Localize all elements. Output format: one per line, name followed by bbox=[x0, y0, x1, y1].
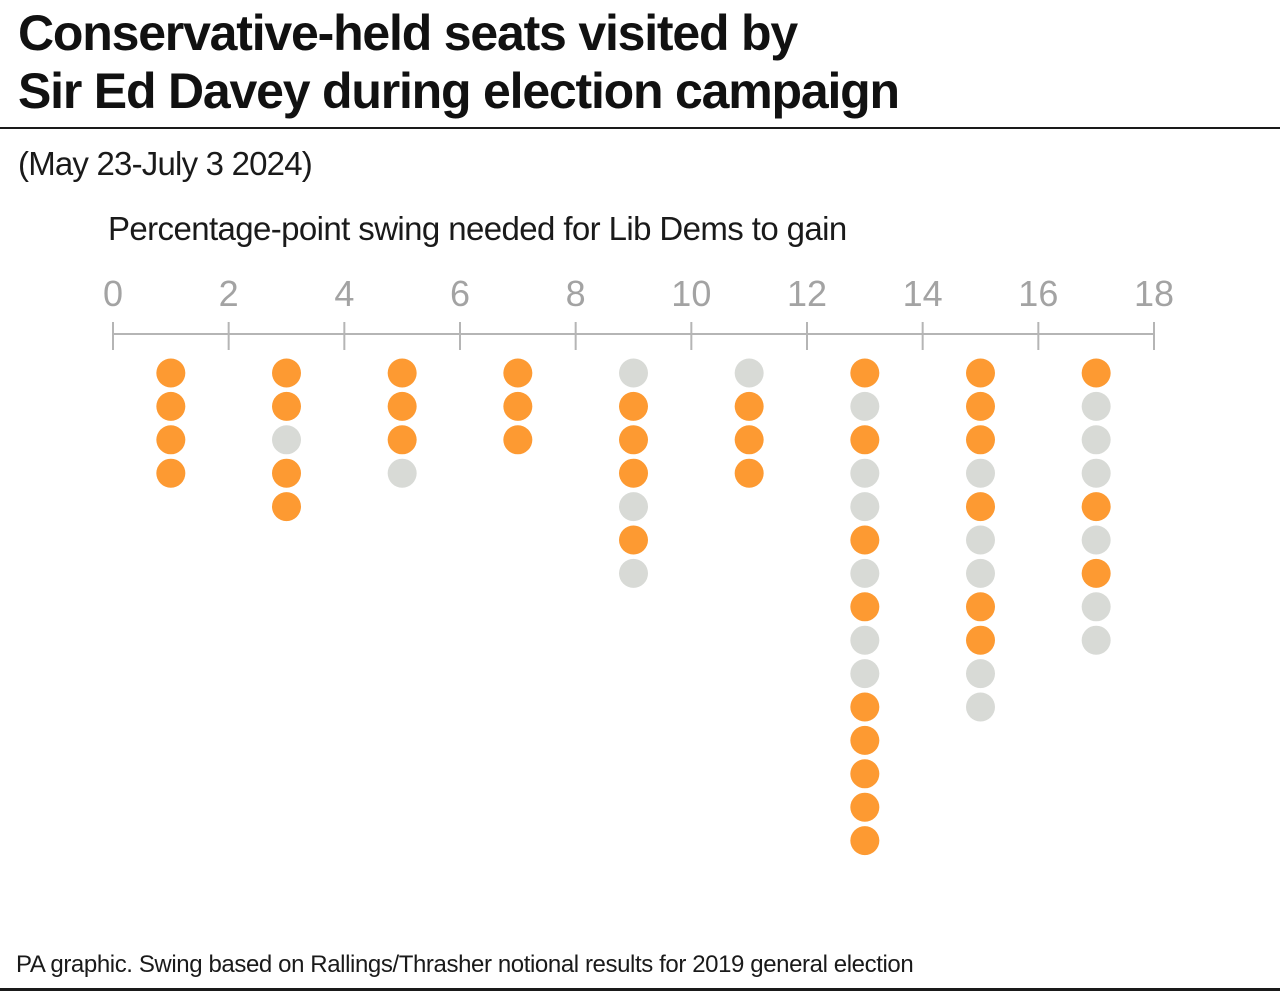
seat-dot-orange bbox=[850, 425, 880, 455]
seat-dot-grey bbox=[619, 492, 648, 522]
seat-dot-grey bbox=[966, 692, 995, 722]
seat-dot-orange bbox=[734, 425, 764, 455]
seat-dot-orange bbox=[1081, 558, 1111, 588]
seat-dot-grey bbox=[272, 425, 301, 455]
seat-dot-orange bbox=[734, 458, 764, 488]
seat-dot-orange bbox=[156, 391, 186, 421]
x-axis: 0 2 4 6 8 10 12 14 16 18 bbox=[103, 273, 1174, 350]
x-axis-title: Percentage-point swing needed for Lib De… bbox=[108, 210, 847, 247]
seat-dot-grey bbox=[966, 558, 995, 588]
x-tick-label: 18 bbox=[1134, 273, 1174, 314]
seat-dot-grey bbox=[734, 358, 764, 388]
seat-dot-grey bbox=[387, 458, 417, 488]
seat-dot-orange bbox=[156, 358, 186, 388]
seat-dot-orange bbox=[503, 391, 533, 421]
seat-dot-orange bbox=[272, 391, 301, 421]
seat-dot-orange bbox=[966, 592, 995, 622]
seat-dot-orange bbox=[503, 425, 533, 455]
seat-dot-orange bbox=[1081, 358, 1111, 388]
seat-dot-orange bbox=[387, 425, 417, 455]
seat-dot-orange bbox=[156, 425, 186, 455]
dot-column bbox=[387, 358, 417, 488]
dot-columns bbox=[156, 358, 1111, 856]
seat-dot-orange bbox=[272, 492, 301, 522]
seat-dot-grey bbox=[1081, 592, 1111, 622]
seat-dot-orange bbox=[850, 525, 880, 555]
seat-dot-grey bbox=[1081, 425, 1111, 455]
x-tick-label: 12 bbox=[787, 273, 827, 314]
x-tick-label: 0 bbox=[103, 273, 123, 314]
x-tick-label: 16 bbox=[1018, 273, 1058, 314]
seat-dot-orange bbox=[850, 792, 880, 822]
dot-column bbox=[503, 358, 533, 455]
chart-title: Conservative-held seats visited by Sir E… bbox=[18, 4, 900, 120]
dot-column bbox=[850, 358, 880, 856]
seat-dot-grey bbox=[1081, 625, 1111, 655]
seat-dot-orange bbox=[272, 358, 301, 388]
seat-dot-orange bbox=[850, 692, 880, 722]
seat-dot-grey bbox=[850, 625, 880, 655]
x-tick-label: 4 bbox=[334, 273, 354, 314]
seat-dot-grey bbox=[850, 458, 880, 488]
dot-column bbox=[156, 358, 186, 488]
seat-dot-orange bbox=[850, 725, 880, 755]
seat-dot-grey bbox=[619, 358, 648, 388]
seat-dot-grey bbox=[966, 525, 995, 555]
seat-dot-grey bbox=[966, 659, 995, 689]
seat-dot-orange bbox=[272, 458, 301, 488]
seat-dot-grey bbox=[966, 458, 995, 488]
seat-dot-grey bbox=[1081, 391, 1111, 421]
x-tick-label: 14 bbox=[903, 273, 943, 314]
dot-column bbox=[1081, 358, 1111, 655]
chart-subtitle: (May 23-July 3 2024) bbox=[18, 145, 313, 182]
footer-divider bbox=[0, 988, 1280, 991]
chart-title-line-2: Sir Ed Davey during election campaign bbox=[18, 63, 900, 119]
dot-column bbox=[966, 358, 995, 722]
seat-dot-orange bbox=[503, 358, 533, 388]
seat-dot-orange bbox=[619, 391, 648, 421]
seat-dot-orange bbox=[966, 391, 995, 421]
seat-dot-orange bbox=[619, 458, 648, 488]
seat-dot-grey bbox=[1081, 458, 1111, 488]
x-tick-label: 10 bbox=[671, 273, 711, 314]
seat-dot-orange bbox=[734, 391, 764, 421]
seat-dot-orange bbox=[966, 358, 995, 388]
seat-dot-orange bbox=[850, 759, 880, 789]
x-tick-label: 6 bbox=[450, 273, 470, 314]
dot-column bbox=[619, 358, 648, 588]
seat-dot-orange bbox=[387, 391, 417, 421]
seat-dot-grey bbox=[850, 492, 880, 522]
seat-dot-grey bbox=[850, 659, 880, 689]
seat-dot-orange bbox=[619, 525, 648, 555]
seat-dot-orange bbox=[387, 358, 417, 388]
source-note: PA graphic. Swing based on Rallings/Thra… bbox=[16, 951, 914, 978]
dot-column bbox=[734, 358, 764, 488]
seat-dot-grey bbox=[850, 558, 880, 588]
seat-dot-orange bbox=[850, 358, 880, 388]
seat-dot-grey bbox=[619, 558, 648, 588]
seat-dot-orange bbox=[966, 425, 995, 455]
seat-dot-orange bbox=[156, 458, 186, 488]
dot-column bbox=[272, 358, 301, 522]
seat-dot-orange bbox=[850, 592, 880, 622]
seat-dot-orange bbox=[1081, 492, 1111, 522]
seat-dot-orange bbox=[966, 625, 995, 655]
seat-dot-orange bbox=[619, 425, 648, 455]
x-tick-label: 8 bbox=[566, 273, 586, 314]
seat-dot-orange bbox=[850, 826, 880, 856]
seat-dot-grey bbox=[850, 391, 880, 421]
x-tick-label: 2 bbox=[219, 273, 239, 314]
chart-title-line-1: Conservative-held seats visited by bbox=[18, 5, 798, 61]
seat-dot-grey bbox=[1081, 525, 1111, 555]
seat-dot-orange bbox=[966, 492, 995, 522]
header-divider bbox=[0, 127, 1280, 129]
